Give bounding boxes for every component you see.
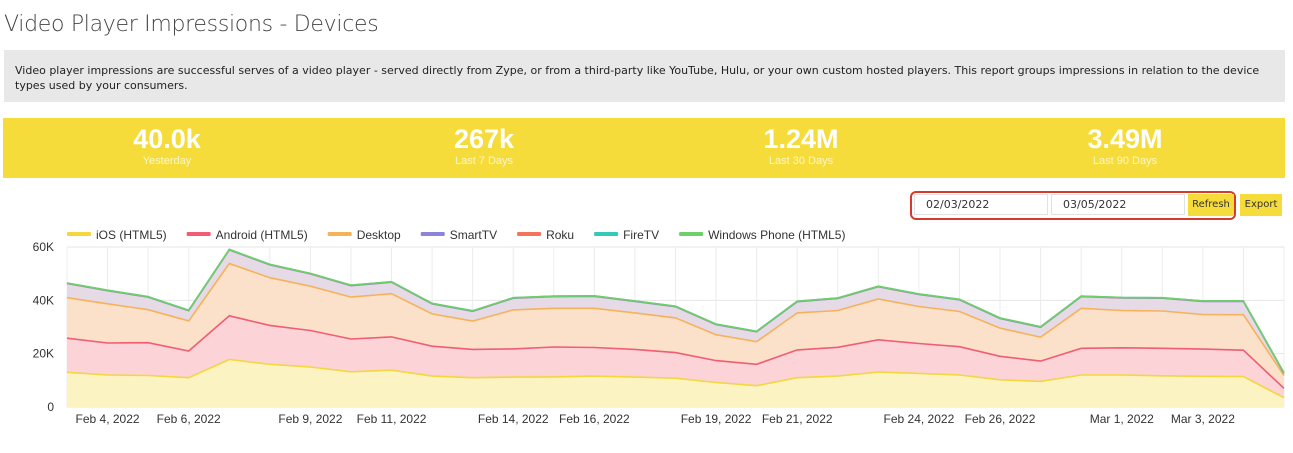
device-impressions-chart: 0 20K 40K 60K Feb 4, 2022 Feb 6, 2022 Feb 9, 2… <box>33 228 1285 426</box>
x-tick-label: Feb 19, 2022 <box>681 412 752 426</box>
legend-label: FireTV <box>623 228 659 242</box>
x-tick-label: Feb 4, 2022 <box>76 412 140 426</box>
legend-label: Android (HTML5) <box>216 228 308 242</box>
x-tick-label: Mar 1, 2022 <box>1090 412 1154 426</box>
legend-swatch <box>594 232 619 236</box>
line-ios-html5- <box>66 358 1285 399</box>
stat-label: Last 7 Days <box>454 155 514 167</box>
stat-last-30-days: 1.24M Last 30 Days <box>651 124 951 168</box>
stats-banner: 40.0k Yesterday 267k Last 7 Days 1.24M L… <box>3 118 1285 178</box>
x-tick-label: Feb 11, 2022 <box>357 412 427 426</box>
x-tick-label: Feb 6, 2022 <box>157 412 221 426</box>
stat-value: 3.49M <box>1087 124 1163 154</box>
stat-last-7-days: 267k Last 7 Days <box>334 124 634 168</box>
line-android-html5- <box>66 314 1285 389</box>
legend-swatch <box>327 232 352 236</box>
y-tick-label: 20K <box>33 347 54 361</box>
legend-swatch <box>679 232 704 236</box>
area-desktop <box>67 263 1284 389</box>
x-tick-label: Feb 16, 2022 <box>559 412 630 426</box>
x-tick-label: Mar 3, 2022 <box>1171 412 1235 426</box>
y-tick-label: 0 <box>47 400 54 414</box>
line-desktop <box>66 262 1285 376</box>
stat-label: Last 90 Days <box>1092 155 1158 167</box>
x-tick-label: Feb 14, 2022 <box>478 412 549 426</box>
stat-last-90-days: 3.49M Last 90 Days <box>975 124 1275 168</box>
report-description: Video player impressions are successful … <box>4 50 1285 102</box>
date-range-highlight <box>910 191 1236 220</box>
legend-swatch <box>420 232 445 236</box>
line-windows-phone-html5- <box>66 248 1285 374</box>
legend-swatch <box>67 232 91 236</box>
stat-label: Last 30 Days <box>768 155 834 167</box>
legend-label: Roku <box>546 228 574 242</box>
stat-label: Yesterday <box>142 155 192 167</box>
y-tick-label: 60K <box>33 240 54 254</box>
start-date-input[interactable]: 02/03/2022 <box>914 194 1048 215</box>
legend-label: Windows Phone (HTML5) <box>708 228 845 242</box>
stat-value: 40.0k <box>133 124 201 154</box>
end-date-input[interactable]: 03/05/2022 <box>1051 194 1185 215</box>
page-title: Video Player Impressions - Devices <box>4 12 379 37</box>
y-tick-label: 40K <box>33 293 54 307</box>
x-tick-label: Feb 9, 2022 <box>278 412 342 426</box>
x-tick-label: Feb 26, 2022 <box>965 412 1036 426</box>
legend-label: iOS (HTML5) <box>96 228 167 242</box>
legend-swatch <box>186 232 211 236</box>
stat-value: 1.24M <box>763 124 839 154</box>
x-tick-label: Feb 24, 2022 <box>884 412 955 426</box>
area-smarttv <box>67 249 1284 376</box>
legend-swatch <box>517 232 542 236</box>
legend-label: Desktop <box>357 228 401 242</box>
export-button[interactable]: Export <box>1240 194 1282 216</box>
refresh-button[interactable]: Refresh <box>1188 194 1234 216</box>
legend-label: SmartTV <box>450 228 497 242</box>
stat-value: 267k <box>453 124 515 154</box>
stat-yesterday: 40.0k Yesterday <box>17 124 317 168</box>
x-tick-label: Feb 21, 2022 <box>762 412 833 426</box>
